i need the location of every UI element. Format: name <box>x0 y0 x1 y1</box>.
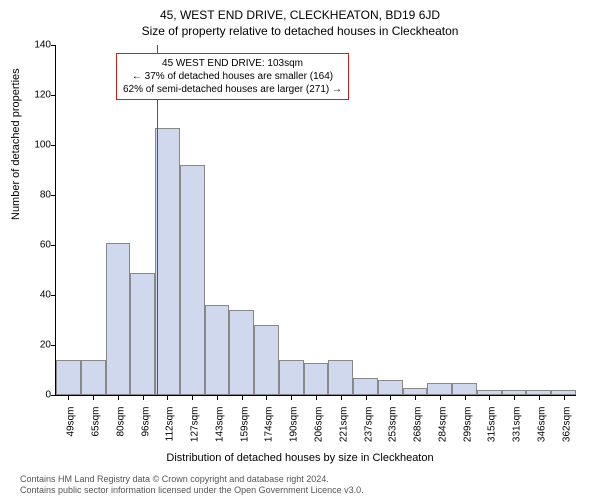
annotation-box: 45 WEST END DRIVE: 103sqm← 37% of detach… <box>116 53 349 100</box>
footer-attribution: Contains HM Land Registry data © Crown c… <box>20 474 364 496</box>
histogram-bar <box>81 360 106 395</box>
x-tick-mark <box>440 395 441 400</box>
x-tick-label: 268sqm <box>413 407 424 443</box>
chart-container: 45, WEST END DRIVE, CLECKHEATON, BD19 6J… <box>0 0 600 500</box>
histogram-bar <box>130 273 155 396</box>
x-tick-label: 299sqm <box>462 407 473 443</box>
x-tick-label: 346sqm <box>536 407 547 443</box>
x-tick-mark <box>514 395 515 400</box>
histogram-bar <box>279 360 304 395</box>
y-tick-label: 80 <box>21 190 51 201</box>
y-tick-mark <box>51 45 56 46</box>
y-tick-mark <box>51 395 56 396</box>
x-tick-label: 65sqm <box>91 407 102 437</box>
histogram-bar <box>106 243 131 396</box>
x-tick-mark <box>341 395 342 400</box>
x-tick-mark <box>564 395 565 400</box>
x-tick-mark <box>316 395 317 400</box>
x-tick-mark <box>390 395 391 400</box>
histogram-bar <box>229 310 254 395</box>
title-description: Size of property relative to detached ho… <box>0 24 600 38</box>
x-tick-label: 159sqm <box>239 407 250 443</box>
histogram-bar <box>304 363 329 396</box>
x-tick-label: 127sqm <box>190 407 201 443</box>
x-tick-label: 284sqm <box>437 407 448 443</box>
x-tick-mark <box>192 395 193 400</box>
x-tick-label: 253sqm <box>388 407 399 443</box>
histogram-bar <box>353 378 378 396</box>
x-tick-label: 96sqm <box>140 407 151 437</box>
x-tick-label: 315sqm <box>487 407 498 443</box>
x-tick-mark <box>415 395 416 400</box>
x-tick-mark <box>465 395 466 400</box>
y-tick-label: 100 <box>21 140 51 151</box>
x-tick-mark <box>167 395 168 400</box>
y-tick-mark <box>51 145 56 146</box>
y-tick-label: 120 <box>21 90 51 101</box>
histogram-bar <box>254 325 279 395</box>
histogram-bar <box>180 165 205 395</box>
x-tick-label: 49sqm <box>66 407 77 437</box>
x-tick-label: 174sqm <box>264 407 275 443</box>
histogram-bar <box>56 360 81 395</box>
x-tick-mark <box>68 395 69 400</box>
annotation-line2: ← 37% of detached houses are smaller (16… <box>123 70 342 83</box>
annotation-line3: 62% of semi-detached houses are larger (… <box>123 83 342 96</box>
y-tick-mark <box>51 245 56 246</box>
y-tick-label: 140 <box>21 40 51 51</box>
footer-line2: Contains public sector information licen… <box>20 485 364 496</box>
x-tick-mark <box>118 395 119 400</box>
y-tick-label: 60 <box>21 240 51 251</box>
x-tick-mark <box>366 395 367 400</box>
histogram-bar <box>452 383 477 396</box>
y-tick-label: 20 <box>21 340 51 351</box>
x-tick-mark <box>143 395 144 400</box>
x-tick-label: 143sqm <box>214 407 225 443</box>
histogram-bar <box>403 388 428 396</box>
x-tick-mark <box>539 395 540 400</box>
histogram-bar <box>427 383 452 396</box>
y-tick-mark <box>51 345 56 346</box>
footer-line1: Contains HM Land Registry data © Crown c… <box>20 474 364 485</box>
x-tick-mark <box>291 395 292 400</box>
x-tick-label: 206sqm <box>314 407 325 443</box>
plot-region: 02040608010012014049sqm65sqm80sqm96sqm11… <box>55 45 576 396</box>
x-tick-label: 237sqm <box>363 407 374 443</box>
histogram-bar <box>205 305 230 395</box>
annotation-line1: 45 WEST END DRIVE: 103sqm <box>123 57 342 70</box>
y-tick-mark <box>51 195 56 196</box>
histogram-bar <box>155 128 180 396</box>
x-tick-mark <box>93 395 94 400</box>
title-address: 45, WEST END DRIVE, CLECKHEATON, BD19 6J… <box>0 8 600 22</box>
x-tick-mark <box>217 395 218 400</box>
x-axis-label: Distribution of detached houses by size … <box>0 452 600 464</box>
x-tick-mark <box>242 395 243 400</box>
chart-area: 02040608010012014049sqm65sqm80sqm96sqm11… <box>55 45 575 395</box>
y-tick-label: 40 <box>21 290 51 301</box>
x-tick-label: 190sqm <box>289 407 300 443</box>
y-tick-label: 0 <box>21 390 51 401</box>
x-tick-label: 331sqm <box>512 407 523 443</box>
histogram-bar <box>378 380 403 395</box>
histogram-bar <box>328 360 353 395</box>
x-tick-label: 221sqm <box>338 407 349 443</box>
x-tick-label: 80sqm <box>115 407 126 437</box>
x-tick-label: 112sqm <box>165 407 176 442</box>
y-tick-mark <box>51 95 56 96</box>
x-tick-mark <box>489 395 490 400</box>
x-tick-mark <box>266 395 267 400</box>
x-tick-label: 362sqm <box>561 407 572 443</box>
y-tick-mark <box>51 295 56 296</box>
